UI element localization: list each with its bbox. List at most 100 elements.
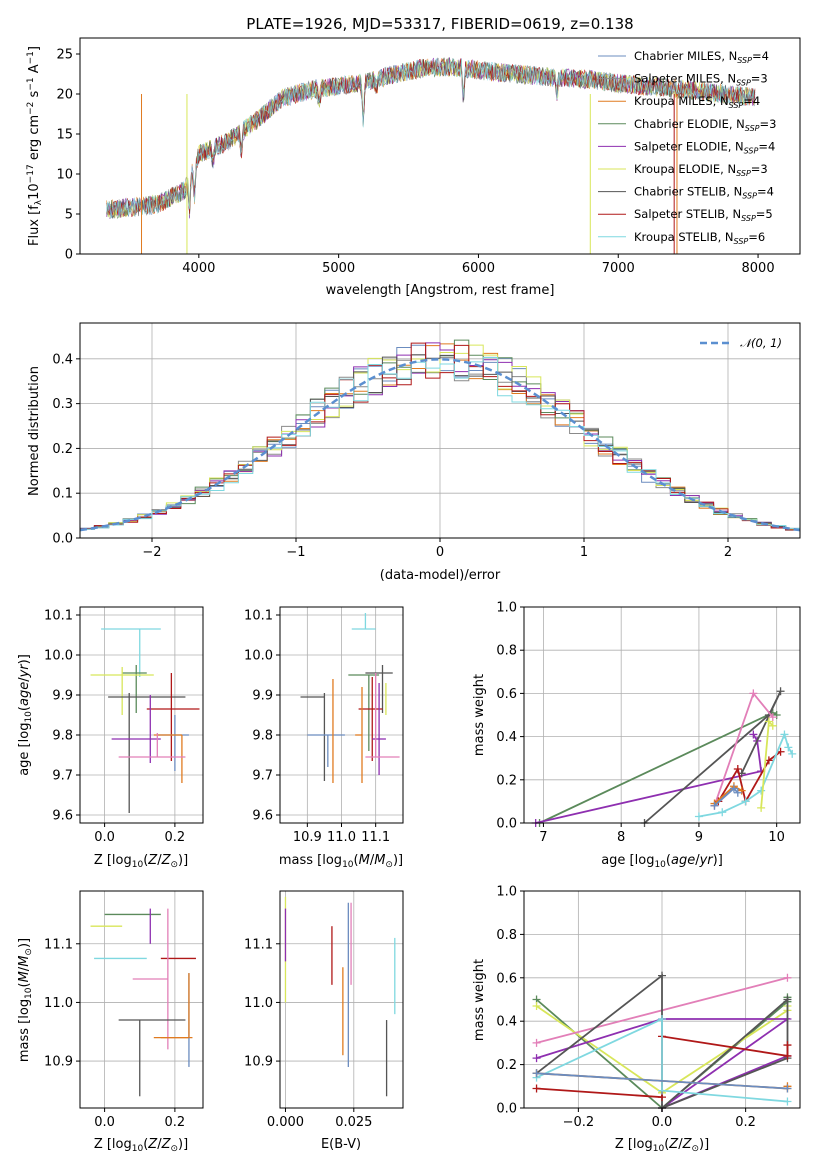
x-tick-label: 0: [436, 545, 444, 560]
x-tick-label: 5000: [322, 261, 355, 276]
plus-marker: [718, 808, 727, 817]
plus-marker: [710, 801, 719, 810]
plus-marker: [729, 784, 738, 793]
mass-vs-z-panel: 0.0 0.2 10.9 11.0 11.1 Z [log10(Z/Z⊙)] mass …: [17, 890, 204, 1154]
y-tick-label: 0.0: [496, 817, 517, 832]
plus-marker: [749, 730, 758, 739]
plus-marker: [764, 717, 773, 726]
y-tick-label: 5: [65, 208, 73, 223]
mass-weight-vs-z-xlabel: Z [log10(Z/Z⊙)]: [615, 1137, 709, 1154]
mass-weight-vs-z-panel: −0.2 0.0 0.2 0.0 0.2 0.4 0.6 0.8 1.0 Z [log10(Z/…: [472, 885, 801, 1154]
spectrum-legend-label: Salpeter STELIB, NSSP=5: [634, 207, 773, 223]
y-tick-label: 0.1: [52, 487, 73, 502]
plus-marker: [658, 971, 666, 980]
y-tick-label: 9.8: [252, 729, 273, 744]
gauss-curve: [79, 358, 801, 532]
age-vs-z-panel: 0.0 0.2 9.6 9.7 9.8 9.9 10.0 10.1 Z [log10(Z/Z⊙…: [17, 606, 204, 870]
y-tick-label: 10.1: [244, 609, 273, 624]
y-tick-label: 0.2: [496, 773, 517, 788]
plus-marker: [788, 749, 797, 758]
y-tick-label: 9.6: [252, 809, 273, 824]
plus-marker: [768, 721, 777, 730]
ebv-panel: 0.000 0.025 10.9 11.0 11.1 E(B-V): [244, 890, 404, 1152]
x-tick-label: 11.0: [327, 830, 356, 845]
mass-weight-series-line: [536, 1017, 788, 1103]
plus-marker: [780, 730, 789, 739]
plus-marker: [783, 973, 792, 982]
mass-weight-series-line: [713, 691, 774, 806]
age-vs-mass-xlabel: mass [log10(M/M⊙)]: [279, 853, 403, 870]
y-tick-label: 1.0: [496, 885, 517, 900]
residuals-ylabel: Normed distribution: [27, 366, 42, 496]
spectrum-frame: [79, 37, 801, 255]
mass-weight-vs-age-panel: 7 8 9 10 0.0 0.2 0.4 0.6 0.8 1.0 age [log10(age/y…: [472, 601, 801, 870]
y-tick-label: 11.0: [244, 996, 273, 1011]
mass-weight-vs-age-xlabel: age [log10(age/yr)]: [601, 853, 723, 870]
x-tick-label: 1: [580, 545, 588, 560]
spectrum-panel: PLATE=1926, MJD=53317, FIBERID=0619, z=0…: [26, 15, 801, 298]
plus-marker: [658, 1015, 666, 1024]
mass-vs-z-xlabel: Z [log10(Z/Z⊙)]: [94, 1137, 188, 1154]
y-tick-label: 0.8: [496, 928, 517, 943]
plus-marker: [658, 1086, 666, 1095]
y-tick-label: 11.1: [44, 937, 73, 952]
x-tick-label: 8000: [742, 261, 775, 276]
y-tick-label: 0.0: [52, 532, 73, 547]
plus-marker: [784, 743, 793, 752]
y-tick-label: 10.9: [244, 1055, 273, 1070]
mass-weight-vs-age-frame: [523, 606, 801, 824]
x-tick-label: 8: [617, 830, 625, 845]
plus-marker: [749, 689, 758, 698]
plus-marker: [532, 1084, 541, 1093]
plus-marker: [532, 1002, 541, 1011]
x-tick-label: 0.0: [652, 1115, 673, 1130]
spectrum-legend-label: Chabrier MILES, NSSP=4: [634, 49, 769, 65]
plus-marker: [694, 812, 703, 821]
y-tick-label: 9.9: [252, 689, 273, 704]
plus-marker: [783, 1051, 792, 1060]
x-tick-label: 0.0: [94, 1115, 115, 1130]
y-tick-label: 10.1: [44, 609, 73, 624]
gauss-legend-label: 𝒩(0, 1): [740, 336, 782, 350]
mass-weight-vs-age-ylabel: mass weight: [472, 674, 487, 756]
spectrum-xlabel: wavelength [Angstrom, rest frame]: [326, 283, 555, 298]
y-tick-label: 10.0: [244, 649, 273, 664]
y-tick-label: 9.6: [52, 809, 73, 824]
y-tick-label: 0.4: [52, 352, 73, 367]
residual-histogram-step: [80, 356, 800, 530]
y-tick-label: 0.6: [496, 687, 517, 702]
y-tick-label: 10.0: [44, 649, 73, 664]
plus-marker: [733, 765, 742, 773]
x-tick-label: 7000: [602, 261, 635, 276]
x-tick-label: 10: [768, 830, 785, 845]
y-tick-label: 0.2: [496, 1058, 517, 1073]
spectrum-legend-label: Salpeter ELODIE, NSSP=4: [634, 139, 775, 155]
mass-weight-series-line: [535, 973, 789, 1110]
plus-marker: [757, 786, 766, 795]
y-tick-label: 1.0: [496, 601, 517, 616]
spectrum-series-line: [106, 58, 756, 219]
x-tick-label: −1: [286, 545, 305, 560]
x-tick-label: −2: [142, 545, 161, 560]
x-tick-label: 9: [695, 830, 703, 845]
mass-vs-z-ylabel: mass [log10(M/M⊙)]: [17, 938, 34, 1062]
x-tick-label: 2: [724, 545, 732, 560]
spectrum-ylabel: Flux [fλ10−17 erg cm−2 s−1 A−1]: [26, 46, 44, 246]
plus-marker: [532, 1054, 541, 1063]
plus-marker: [757, 803, 766, 812]
x-tick-label: −0.2: [563, 1115, 595, 1130]
y-tick-label: 10: [56, 168, 73, 183]
x-tick-label: 11.1: [361, 830, 390, 845]
x-tick-label: 0.0: [94, 830, 115, 845]
ebv-xlabel: E(B-V): [321, 1137, 361, 1152]
age-vs-z-ylabel: age [log10(age/yr)]: [17, 654, 34, 776]
y-tick-label: 0.0: [496, 1102, 517, 1117]
y-tick-label: 20: [56, 88, 73, 103]
x-tick-label: 4000: [182, 261, 215, 276]
y-tick-label: 0.3: [52, 397, 73, 412]
y-tick-label: 0.2: [52, 442, 73, 457]
residuals-legend: 𝒩(0, 1): [700, 336, 782, 350]
age-vs-z-frame: [79, 606, 204, 824]
plus-marker: [783, 995, 792, 1004]
